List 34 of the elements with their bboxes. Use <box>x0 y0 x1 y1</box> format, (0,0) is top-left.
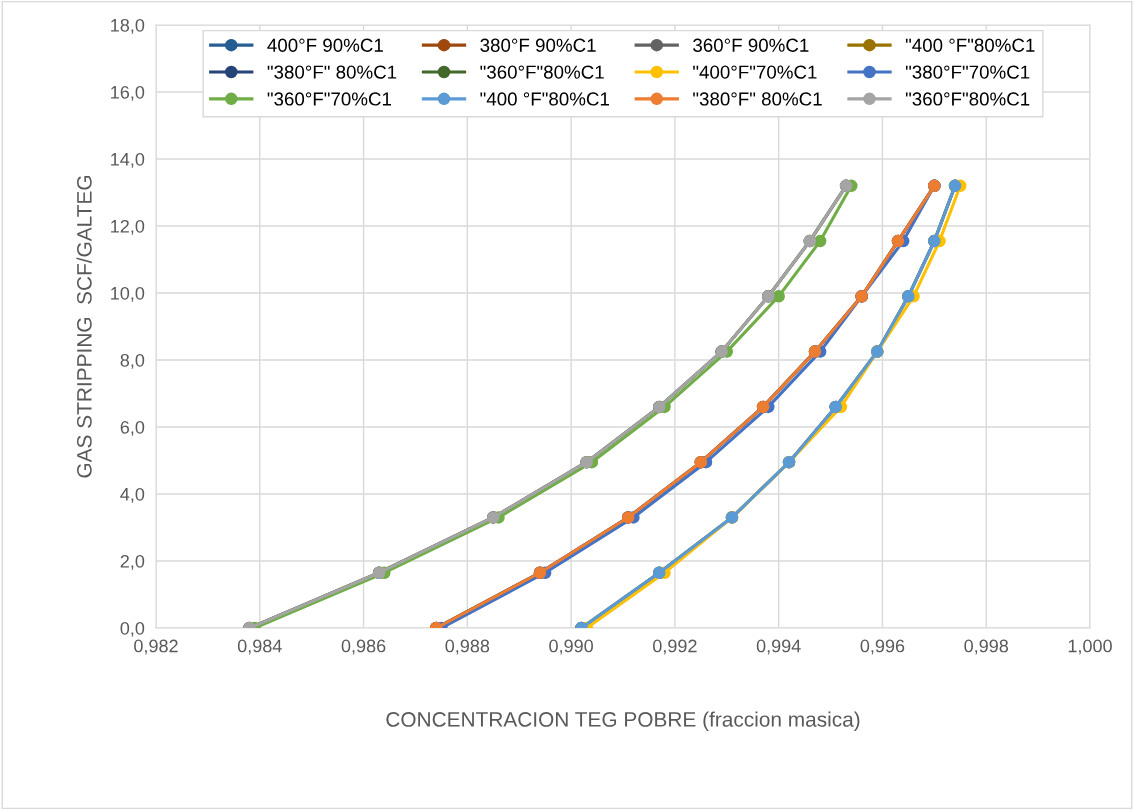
y-tick-label: 12,0 <box>111 219 145 235</box>
y-axis-title: GAS STRIPPING SCF/GALTEG <box>76 176 92 478</box>
x-tick-label: 0,992 <box>653 639 697 655</box>
legend-label: "400 °F"80%C1 <box>480 92 609 106</box>
legend-label: 400°F 90%C1 <box>267 38 383 52</box>
x-tick-label: 0,996 <box>860 639 905 655</box>
legend-label: "360°F"80%C1 <box>480 65 604 79</box>
legend-label: 360°F 90%C1 <box>693 38 809 52</box>
y-tick-label: 16,0 <box>111 85 145 101</box>
legend-label: 380°F 90%C1 <box>480 38 596 52</box>
y-tick-label: 4,0 <box>120 487 145 503</box>
y-tick-label: 18,0 <box>111 18 145 34</box>
x-tick-label: 0,990 <box>549 639 593 655</box>
y-tick-label: 14,0 <box>111 152 145 168</box>
x-tick-label: 0,988 <box>445 639 490 655</box>
legend-label: "400 °F"80%C1 <box>905 38 1035 52</box>
y-tick-label: 8,0 <box>120 353 145 369</box>
x-tick-label: 0,982 <box>134 639 178 655</box>
y-tick-label: 10,0 <box>111 286 145 302</box>
legend-label: "360°F"80%C1 <box>905 92 1030 106</box>
x-tick-label: 1,000 <box>1068 639 1112 655</box>
x-tick-label: 0,984 <box>237 639 282 655</box>
legend-label: "380°F" 80%C1 <box>267 65 397 79</box>
legend-label: "400°F"70%C1 <box>693 65 817 79</box>
legend-label: "380°F"70%C1 <box>905 65 1030 79</box>
y-tick-label: 2,0 <box>120 554 145 570</box>
x-tick-label: 0,986 <box>341 639 386 655</box>
legend-label: "360°F"70%C1 <box>267 92 392 106</box>
x-tick-label: 0,994 <box>756 639 801 655</box>
y-tick-label: 6,0 <box>120 420 145 436</box>
y-tick-label: 0,0 <box>120 621 145 637</box>
x-axis-title: CONCENTRACION TEG POBRE (fraccion masica) <box>386 711 860 731</box>
x-tick-label: 0,998 <box>964 639 1009 655</box>
legend-label: "380°F" 80%C1 <box>693 92 822 106</box>
